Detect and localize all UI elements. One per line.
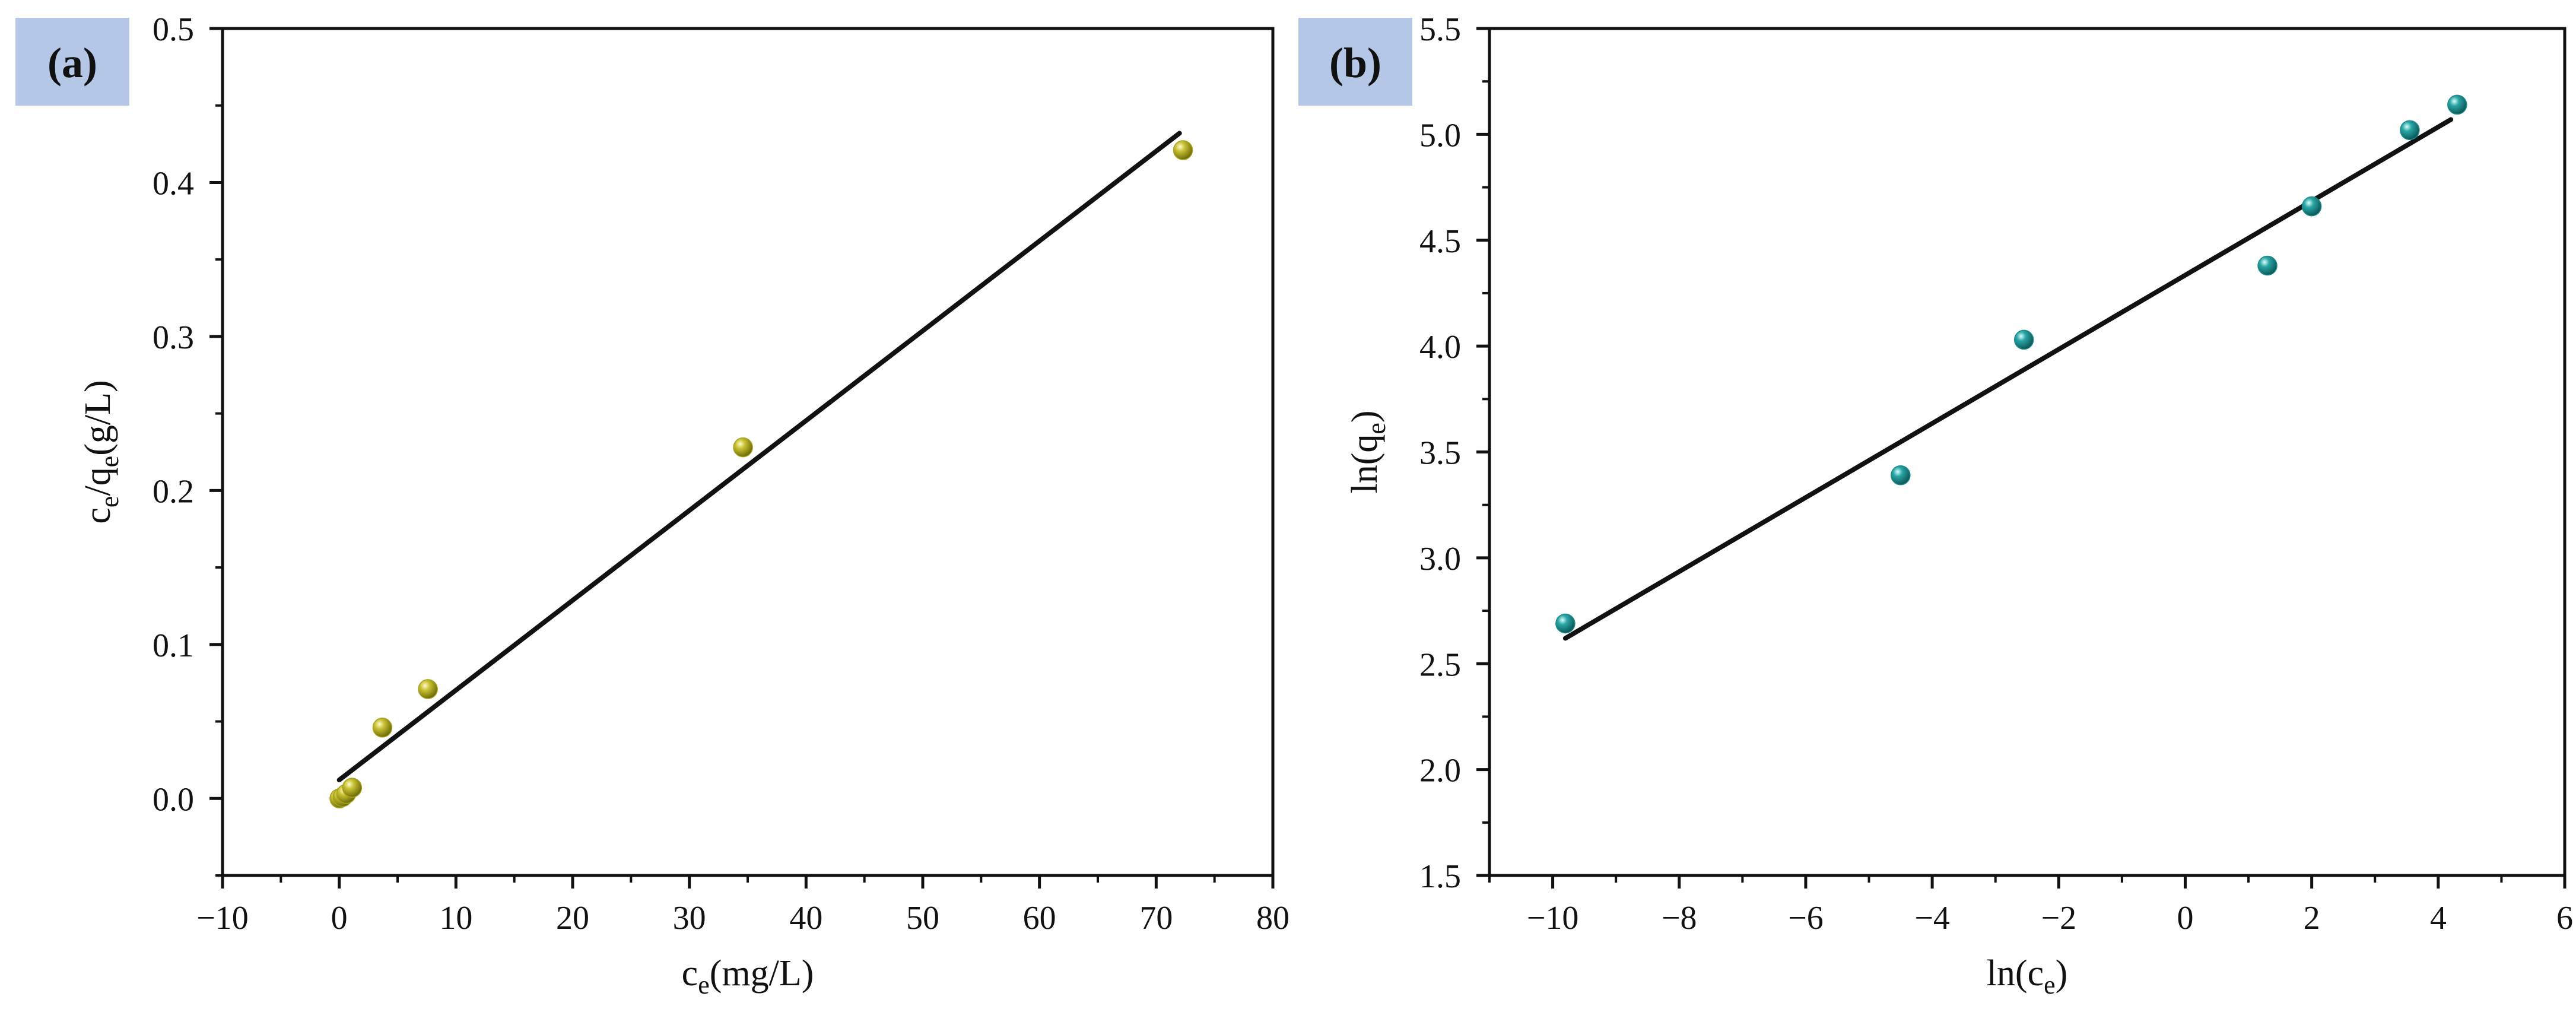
x-tick-label: 20 [556,900,589,937]
x-tick-label: −10 [1527,900,1579,937]
plot-frame [1488,27,2567,877]
data-point [2013,329,2034,350]
y-tick-label: 0.1 [153,627,194,664]
axis-label-part: ) [2056,953,2068,994]
x-tick-label: 0 [2177,900,2193,937]
chart-panel-b: (b) −10 −8 −6 −4 −2 0 2 4 6 1.5 2.0 2.5 3.0 3.5 4.0 4.5 5… [1298,11,2573,1000]
y-tick-label: 0.3 [153,319,194,356]
y-axis-label: ln(qe) [1345,410,1391,493]
axis-label-part: ) [1345,410,1385,423]
x-tick-label: 80 [1256,900,1289,937]
axis-label-subscript: e [698,970,710,1000]
panel-label: (b) [1329,39,1381,87]
axis-label-part: c [78,507,118,524]
x-axis-label: ce(mg/L) [682,953,814,1000]
axis-label-part: (g/L) [78,380,118,455]
x-tick-label: 2 [2304,900,2320,937]
panel-label-background [15,18,129,106]
x-tick-label: 40 [789,900,822,937]
y-axis-label: ce/qe(g/L) [78,380,124,523]
x-tick-label: −4 [1914,900,1950,937]
x-tick-label: 10 [439,900,472,937]
x-tick-label: 70 [1139,900,1173,937]
x-tick-label: 50 [906,900,939,937]
panel-label: (a) [47,39,97,87]
x-tick-label: 30 [673,900,706,937]
data-point [1173,140,1193,160]
data-point [2400,120,2420,140]
data-point [2301,196,2322,217]
panel-label-badge: (a) [15,18,129,106]
y-tick-label: 4.0 [1419,329,1461,366]
data-point [2257,255,2278,276]
x-tick-label: −2 [2041,900,2076,937]
x-tick-label: −6 [1788,900,1824,937]
panel-label-background [1298,18,1412,106]
y-tick-label: 3.5 [1419,435,1461,472]
x-tick-label: 0 [331,900,348,937]
axis-label-part: ln(q [1345,434,1385,494]
x-axis-label: ln(ce) [1987,953,2068,1000]
y-tick-label: 0.5 [153,11,194,48]
x-tick-label: 60 [1023,900,1056,937]
axis-label-part: /q [78,467,118,496]
y-tick-label: 0.0 [153,781,194,818]
x-tick-label: −8 [1662,900,1697,937]
y-tick-label: 2.5 [1419,646,1461,683]
fit-line [1562,117,2454,641]
y-tick-label: 2.0 [1419,753,1461,789]
x-tick-label: −10 [196,900,249,937]
y-tick-label: 3.0 [1419,541,1461,578]
y-tick-label: 0.4 [153,165,194,202]
axis-label-subscript: e [2044,970,2056,1000]
data-point [733,437,753,458]
fit-line [336,131,1182,783]
axis-label-part: c [682,953,698,994]
panel-label-badge: (b) [1298,18,1412,106]
data-point [1555,613,1576,634]
y-tick-label: 4.5 [1419,223,1461,260]
axis-label-part: (mg/L) [710,953,814,994]
x-tick-label: 6 [2556,900,2573,937]
data-point [372,718,393,738]
y-tick-label: 5.0 [1419,117,1461,154]
y-tick-label: 1.5 [1419,858,1461,895]
chart-panel-a: (a) −10 0 10 20 30 40 50 60 70 80 0.0 0.1 0.2 0.3 0.4 0.… [15,11,1289,1000]
axis-label-subscript: e [1362,423,1391,434]
axis-label-part: ln(c [1987,953,2044,994]
axis-label-subscript: e [95,456,124,468]
data-point [2447,94,2467,115]
x-tick-label: 4 [2430,900,2447,937]
data-point [418,679,438,699]
data-point [1891,465,1911,486]
y-tick-label: 0.2 [153,473,194,510]
data-point [342,778,363,798]
axis-label-subscript: e [95,496,124,508]
y-tick-label: 5.5 [1419,11,1461,48]
